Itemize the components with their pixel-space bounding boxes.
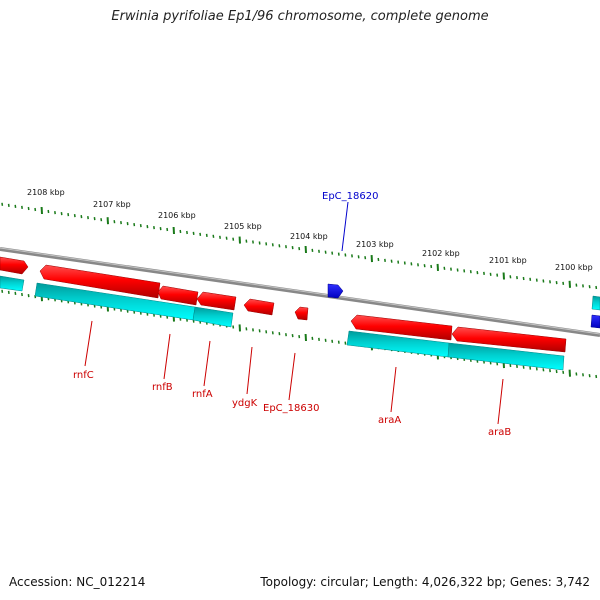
leader-araA (390, 366, 397, 413)
scale-label-2103: 2103 kbp (356, 240, 394, 249)
scale-label-2106: 2106 kbp (158, 211, 196, 220)
gene-forward-left-edge[interactable] (0, 256, 29, 275)
gene-rnfC[interactable] (39, 264, 161, 299)
reverse-strand-genes (0, 275, 600, 371)
scale-label-2102: 2102 kbp (422, 249, 460, 258)
label-ydgK[interactable]: ydgK (232, 398, 258, 409)
highlight-genes (327, 283, 600, 329)
chromosome-backbone-highlight (0, 247, 600, 335)
gene-EpC_18630[interactable] (294, 306, 309, 321)
gene-ydgK[interactable] (243, 298, 275, 316)
leader-EpC_18620 (341, 201, 349, 252)
scale-label-2104: 2104 kbp (290, 232, 328, 241)
label-EpC_18620[interactable]: EpC_18620 (322, 191, 378, 202)
gene-araB[interactable] (451, 326, 567, 353)
gene-araA[interactable] (350, 314, 453, 341)
leader-rnfA (203, 340, 211, 387)
chromosome-backbone (0, 247, 600, 337)
scale-label-2105: 2105 kbp (224, 222, 262, 231)
label-leader-lines (84, 201, 504, 425)
label-rnfA[interactable]: rnfA (192, 389, 213, 400)
gene-rnfA[interactable] (196, 291, 237, 311)
scale-label-2107: 2107 kbp (93, 200, 131, 209)
label-araB[interactable]: araB (488, 427, 511, 438)
gene-rnfB[interactable] (157, 285, 199, 306)
leader-ydgK (246, 346, 253, 395)
gene-reverse-araB-block[interactable] (447, 342, 565, 371)
gene-highlight-right-edge[interactable] (590, 314, 600, 329)
map-title: Erwinia pyrifoliae Ep1/96 chromosome, co… (111, 9, 489, 24)
gene-reverse-right-edge[interactable] (591, 295, 600, 311)
outer-scale-ticks (1, 202, 598, 290)
scale-labels: 2108 kbp 2107 kbp 2106 kbp 2105 kbp 2104… (27, 188, 593, 272)
gene-reverse-block-2[interactable] (192, 306, 234, 328)
accession-text: Accession: NC_012214 (9, 575, 146, 589)
leader-rnfB (163, 333, 171, 380)
scale-label-2100: 2100 kbp (555, 263, 593, 272)
leader-rnfC (84, 320, 93, 367)
label-EpC_18630[interactable]: EpC_18630 (263, 403, 319, 414)
gene-labels: EpC_18620 rnfC rnfB rnfA ydgK EpC_18630 … (73, 191, 511, 438)
gene-EpC_18620[interactable] (327, 283, 344, 299)
forward-strand-genes (0, 256, 567, 353)
label-rnfB[interactable]: rnfB (152, 382, 173, 393)
leader-EpC_18630 (288, 352, 296, 401)
leader-araB (497, 378, 504, 425)
gene-reverse-left-edge[interactable] (0, 275, 25, 292)
genome-stats-text: Topology: circular; Length: 4,026,322 bp… (260, 575, 590, 589)
label-rnfC[interactable]: rnfC (73, 370, 94, 381)
scale-label-2101: 2101 kbp (489, 256, 527, 265)
scale-label-2108: 2108 kbp (27, 188, 65, 197)
label-araA[interactable]: araA (378, 415, 401, 426)
